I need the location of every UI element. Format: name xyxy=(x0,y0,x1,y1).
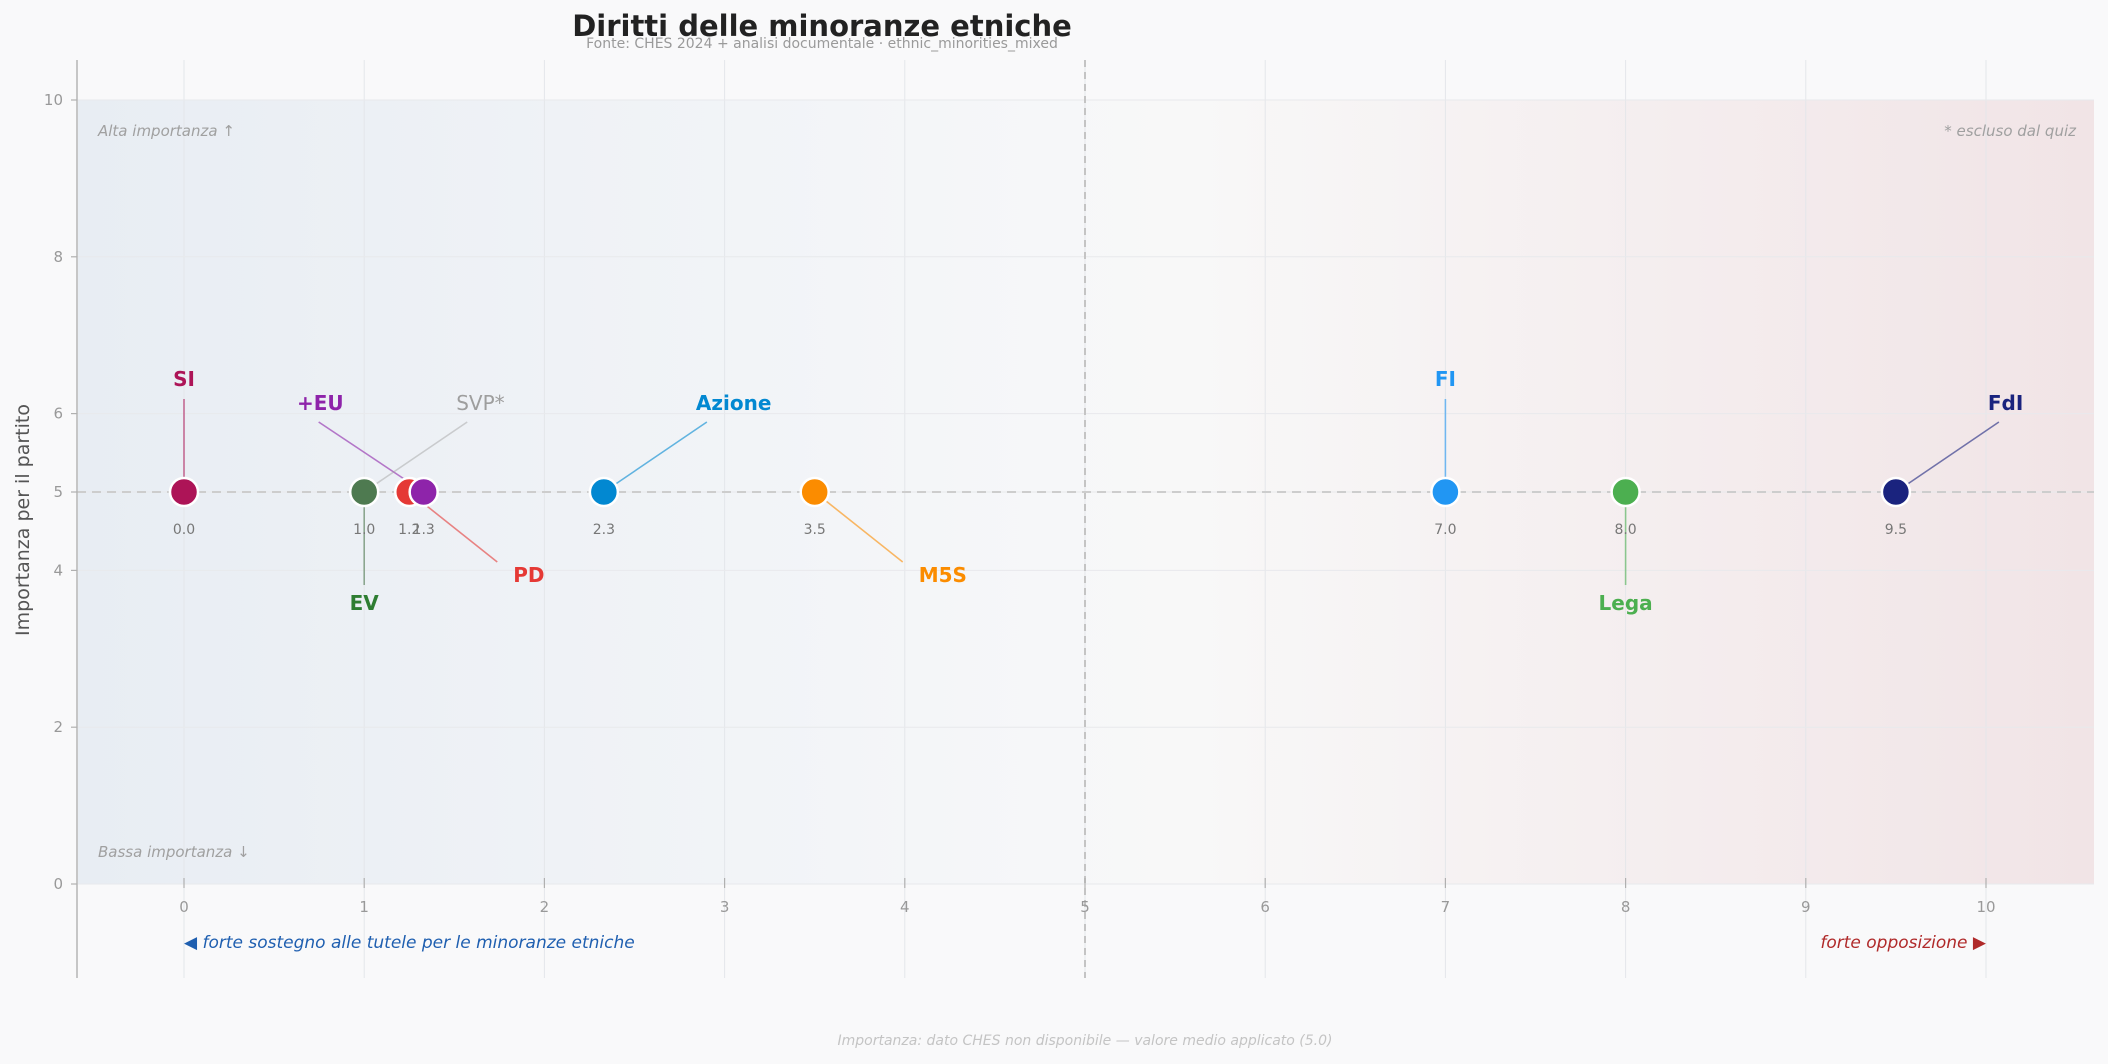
y-tick-label: 8 xyxy=(53,248,63,266)
y-tick-label: 2 xyxy=(53,718,63,736)
party-label-lega: Lega xyxy=(1599,591,1653,615)
y-tick-label: 4 xyxy=(53,561,63,579)
point-lega xyxy=(1610,476,1641,508)
x-tick-label: 6 xyxy=(1260,898,1270,916)
axis-hint-right: forte opposizione ▶ xyxy=(1820,933,1987,953)
label-connectors xyxy=(183,399,2000,585)
x-tick-label: 1 xyxy=(359,898,369,916)
value-label-azione: 2.3 xyxy=(593,522,615,538)
value-label-m5s: 3.5 xyxy=(804,522,826,538)
party-label-pd: PD xyxy=(513,563,544,587)
y-tick-label: 6 xyxy=(53,405,63,423)
data-points xyxy=(168,476,1912,508)
point-m5s xyxy=(799,476,830,508)
corner-label-top-left: Alta importanza ↑ xyxy=(97,122,235,140)
chart-footnote: Importanza: dato CHES non disponibile — … xyxy=(838,1033,1333,1049)
x-tick-label: 2 xyxy=(540,898,550,916)
x-tick-label: 5 xyxy=(1080,898,1090,916)
party-label-si: SI xyxy=(173,367,195,391)
x-tick-label: 8 xyxy=(1621,898,1631,916)
y-axis-ticks: 0 2 4 5 6 8 10 xyxy=(44,91,77,893)
party-label-ev: EV xyxy=(350,591,380,615)
value-label-fdi: 9.5 xyxy=(1885,522,1907,538)
point-fi xyxy=(1430,476,1461,508)
party-label-m5s: M5S xyxy=(919,563,967,587)
connector-m5s xyxy=(814,491,904,563)
y-tick-label: 10 xyxy=(44,91,63,109)
axis-hint-left: ◀ forte sostegno alle tutele per le mino… xyxy=(184,933,635,953)
value-label-pd: 1.2 xyxy=(398,522,420,538)
party-labels: SI EV PD +EU SVP* Azione M5S FI Lega FdI xyxy=(173,367,2023,615)
point-azione xyxy=(588,476,620,508)
party-label-fi: FI xyxy=(1435,367,1456,391)
x-tick-label: 7 xyxy=(1441,898,1451,916)
value-label-fi: 7.0 xyxy=(1434,522,1456,538)
connector-svp xyxy=(363,421,468,493)
x-axis-ticks: 0 1 2 3 4 5 6 7 8 9 10 xyxy=(179,878,1996,916)
point-fdi xyxy=(1880,476,1912,508)
x-tick-label: 10 xyxy=(1976,898,1995,916)
corner-label-top-right: * escluso dal quiz xyxy=(1944,122,2077,140)
party-label-fdi: FdI xyxy=(1988,391,2023,415)
party-label-svp: SVP* xyxy=(456,391,504,415)
x-tick-label: 0 xyxy=(179,898,189,916)
chart-title: Diritti delle minoranze etniche xyxy=(572,9,1072,43)
x-tick-label: 4 xyxy=(900,898,910,916)
party-label-eu: +EU xyxy=(297,391,344,415)
point-ev xyxy=(348,476,380,508)
value-label-lega: 8.0 xyxy=(1614,522,1636,538)
y-tick-label: 5 xyxy=(53,483,63,501)
chart-subtitle: Fonte: CHES 2024 + analisi documentale ·… xyxy=(586,36,1058,52)
value-label-ev: 1.0 xyxy=(353,522,375,538)
connector-azione xyxy=(603,421,708,493)
corner-label-bottom-left: Bassa importanza ↓ xyxy=(98,843,250,861)
connector-fdi xyxy=(1895,421,2000,493)
value-label-eu: 1.3 xyxy=(413,522,435,538)
value-label-si: 0.0 xyxy=(173,522,195,538)
party-label-azione: Azione xyxy=(696,391,772,415)
y-tick-label: 0 xyxy=(53,875,63,893)
x-tick-label: 9 xyxy=(1801,898,1811,916)
value-labels: 0.0 1.0 1.21.3 2.3 3.5 7.0 8.0 9.5 xyxy=(173,522,1907,538)
x-tick-label: 3 xyxy=(720,898,730,916)
point-si xyxy=(168,476,200,508)
point-eu xyxy=(408,476,439,508)
y-axis-label: Importanza per il partito xyxy=(12,404,34,636)
